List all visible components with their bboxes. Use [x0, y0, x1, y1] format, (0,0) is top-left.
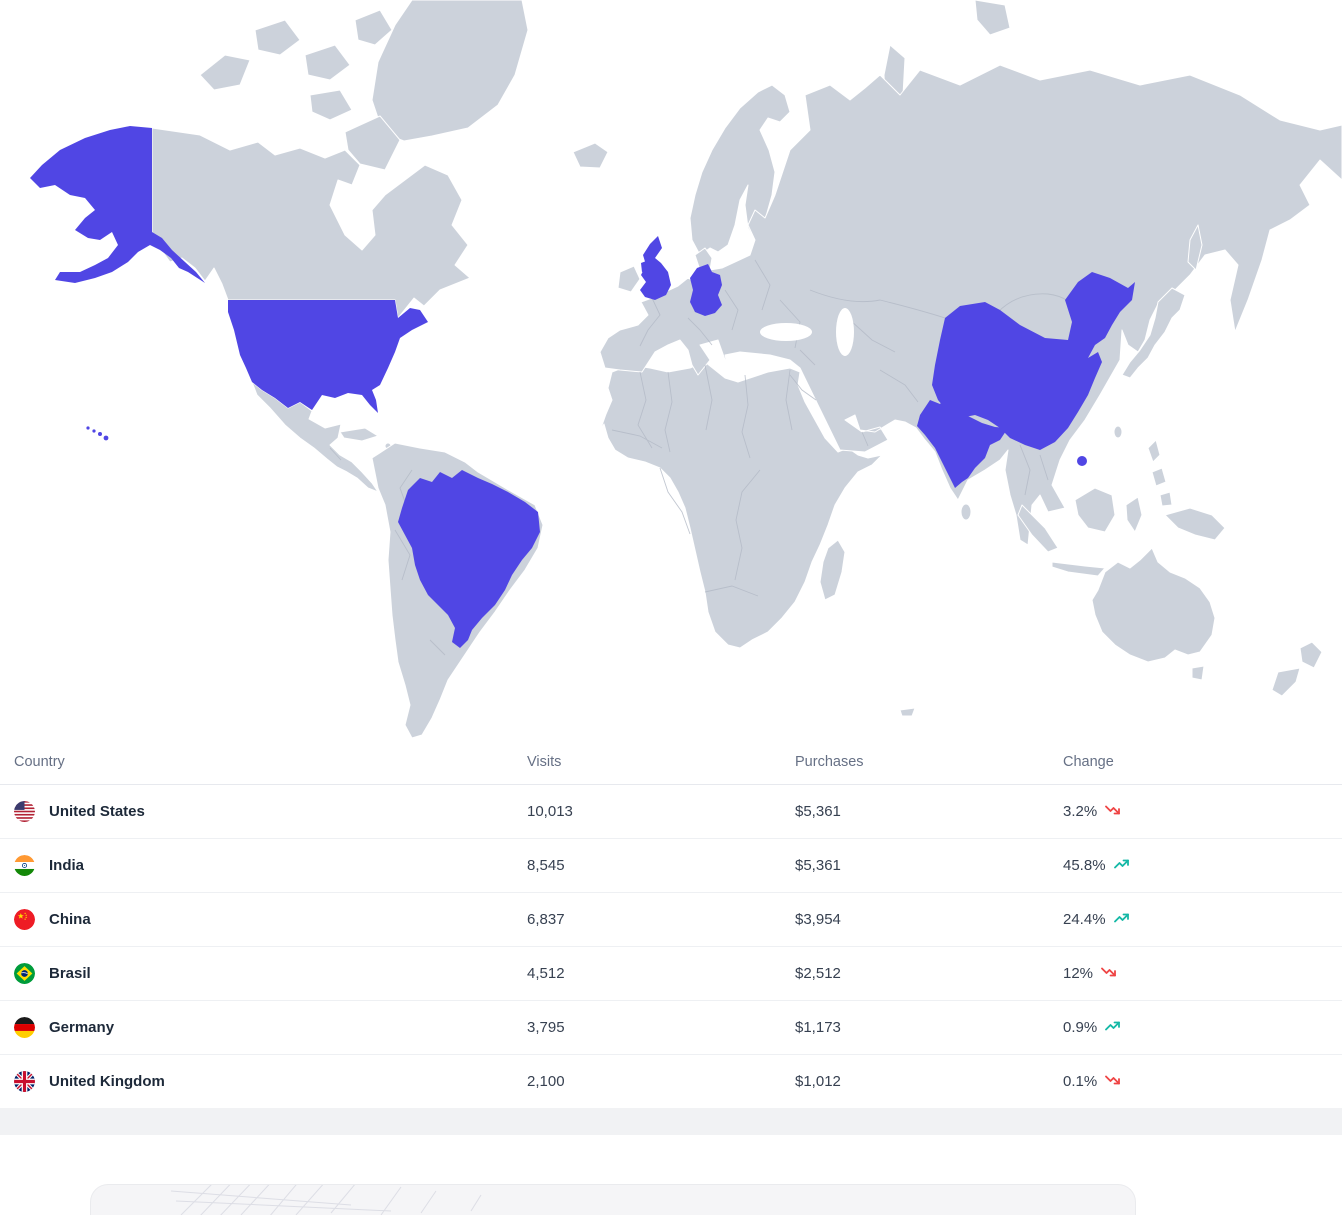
country-name: Brasil — [49, 965, 91, 982]
next-widget-card — [90, 1184, 1136, 1215]
change-cell: 0.1% — [1049, 1073, 1342, 1090]
country-stats-table: Country Visits Purchases Change United S… — [0, 740, 1342, 1108]
trend-down-icon — [1105, 803, 1121, 820]
map-mexico — [251, 381, 379, 493]
table-row[interactable]: China 6,837 $3,954 24.4% — [0, 893, 1342, 947]
map-australia — [1091, 547, 1216, 663]
map-country-china[interactable] — [932, 272, 1135, 450]
change-value: 12% — [1063, 965, 1094, 982]
world-choropleth-map — [30, 0, 1342, 738]
change-cell: 45.8% — [1049, 857, 1342, 874]
map-greenland — [371, 0, 529, 142]
country-cell: United States — [0, 801, 513, 822]
next-section — [0, 1135, 1342, 1215]
flag-de-icon — [14, 1017, 35, 1038]
purchases-value: $2,512 — [795, 965, 841, 982]
visits-value: 4,512 — [527, 965, 565, 982]
flag-in-icon — [14, 855, 35, 876]
purchases-value: $5,361 — [795, 803, 841, 820]
map-country-united-kingdom[interactable] — [640, 236, 671, 300]
change-cell: 0.9% — [1049, 1019, 1342, 1036]
change-value: 45.8% — [1063, 857, 1106, 874]
trend-up-icon — [1113, 911, 1130, 928]
map-canada — [151, 127, 471, 319]
visits-value: 6,837 — [527, 911, 565, 928]
change-cell: 12% — [1049, 965, 1342, 982]
table-row[interactable]: Germany 3,795 $1,173 0.9% — [0, 1001, 1342, 1055]
trend-up-icon — [1113, 857, 1130, 874]
map-africa — [599, 361, 883, 649]
map-country-united-states-alaska[interactable] — [30, 126, 205, 283]
country-name: United Kingdom — [49, 1073, 165, 1090]
country-name: United States — [49, 803, 145, 820]
trend-up-icon — [1105, 1019, 1121, 1036]
change-value: 24.4% — [1063, 911, 1106, 928]
purchases-value: $1,173 — [795, 1019, 841, 1036]
country-cell: India — [0, 855, 513, 876]
purchases-value: $1,012 — [795, 1073, 841, 1090]
wireframe-sketch-decoration — [170, 1185, 482, 1215]
country-name: Germany — [49, 1019, 115, 1036]
map-country-united-states[interactable] — [228, 300, 428, 413]
change-value: 3.2% — [1063, 803, 1098, 820]
country-name: India — [49, 857, 85, 874]
change-cell: 3.2% — [1049, 803, 1342, 820]
header-purchases: Purchases — [795, 754, 864, 770]
header-change: Change — [1063, 754, 1114, 770]
map-country-india[interactable] — [917, 396, 1008, 488]
map-country-brasil[interactable] — [398, 470, 540, 648]
purchases-value: $5,361 — [795, 857, 841, 874]
map-country-united-kingdom-ni[interactable] — [641, 260, 650, 272]
country-cell: Germany — [0, 1017, 513, 1038]
change-cell: 24.4% — [1049, 911, 1342, 928]
country-cell: Brasil — [0, 963, 513, 984]
country-name: China — [49, 911, 91, 928]
flag-br-icon — [14, 963, 35, 984]
visits-value: 10,013 — [527, 803, 573, 820]
section-divider-band — [0, 1108, 1342, 1135]
table-row[interactable]: India 8,545 $5,361 45.8% — [0, 839, 1342, 893]
change-value: 0.1% — [1063, 1073, 1098, 1090]
country-cell: China — [0, 909, 513, 930]
world-visits-card: Country Visits Purchases Change United S… — [0, 0, 1342, 1108]
map-country-china-hainan[interactable] — [1077, 456, 1087, 466]
visits-value: 2,100 — [527, 1073, 565, 1090]
table-row[interactable]: Brasil 4,512 $2,512 12% — [0, 947, 1342, 1001]
trend-down-icon — [1105, 1073, 1121, 1090]
flag-us-icon — [14, 801, 35, 822]
visits-value: 8,545 — [527, 857, 565, 874]
table-row[interactable]: United States 10,013 $5,361 3.2% — [0, 785, 1342, 839]
header-country: Country — [14, 754, 65, 770]
table-body: United States 10,013 $5,361 3.2% India 8,545 $… — [0, 785, 1342, 1108]
trend-down-icon — [1101, 965, 1117, 982]
change-value: 0.9% — [1063, 1019, 1098, 1036]
flag-cn-icon — [14, 909, 35, 930]
visits-value: 3,795 — [527, 1019, 565, 1036]
country-cell: United Kingdom — [0, 1071, 513, 1092]
header-visits: Visits — [527, 754, 562, 770]
map-country-germany[interactable] — [690, 264, 722, 316]
table-header-row: Country Visits Purchases Change — [0, 740, 1342, 785]
table-row[interactable]: United Kingdom 2,100 $1,012 0.1% — [0, 1055, 1342, 1108]
purchases-value: $3,954 — [795, 911, 841, 928]
flag-gb-icon — [14, 1071, 35, 1092]
